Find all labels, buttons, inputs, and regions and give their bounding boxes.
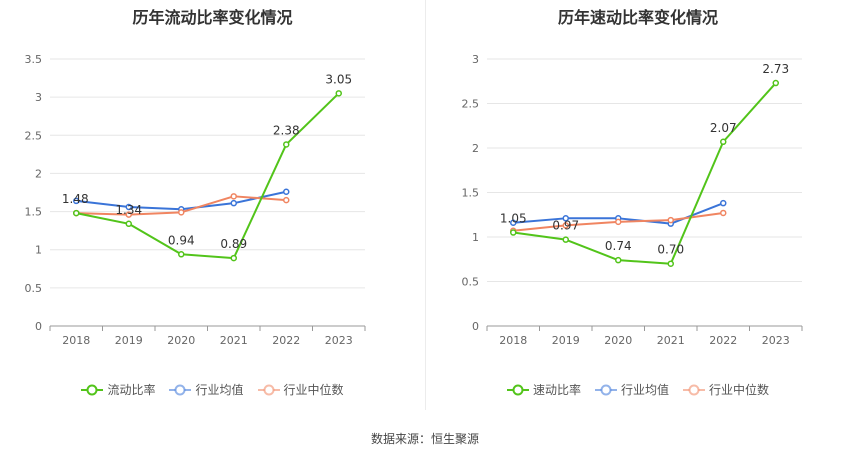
data-point-industry_median [720,209,727,217]
legend-item[interactable]: 行业中位数 [257,381,344,398]
legend-item[interactable]: 流动比率 [81,381,155,398]
legend-swatch-icon [257,384,280,395]
series-line-primary [513,82,777,265]
legend-swatch-icon [506,384,529,395]
data-point-industry_median [178,209,185,216]
data-point-industry_median [615,218,622,226]
data-label: 2.38 [273,123,300,137]
data-label: 0.89 [220,237,247,251]
x-tick-label: 2021 [657,334,685,347]
legend-label: 速动比率 [532,383,581,397]
data-point-industry_avg [230,199,237,207]
x-tick-label: 2018 [499,334,527,347]
x-tick-label: 2023 [325,334,353,347]
chart-legend: 流动比率 行业均值 行业中位数 [0,381,425,398]
data-point-industry_avg [73,197,80,205]
y-tick-label: 2 [472,142,479,155]
data-label: 3.05 [325,72,352,86]
y-tick-label: 0 [472,320,479,333]
x-tick-label: 2020 [167,334,195,347]
data-label: 1.48 [62,192,89,206]
data-point-primary [73,209,80,217]
x-tick-label: 2022 [272,334,300,347]
legend-swatch-icon [683,384,705,395]
x-tick-label: 2023 [762,334,790,347]
y-tick-label: 1.5 [462,187,480,200]
panel-divider [425,0,426,410]
data-point-industry_median [283,196,290,204]
data-point-industry_median [230,193,237,200]
data-label: 2.07 [710,121,737,135]
y-tick-label: 0.5 [462,276,480,289]
data-point-industry_avg [283,188,290,195]
y-tick-label: 0.5 [25,282,43,295]
legend-label: 行业均值 [620,383,669,397]
x-tick-label: 2021 [220,334,248,347]
data-point-primary [125,220,132,228]
data-point-industry_avg [562,215,569,222]
data-point-primary [615,256,622,264]
chart-title: 历年流动比率变化情况 [132,8,293,27]
data-point-primary [562,236,569,243]
data-point-industry_median [562,222,569,229]
chart-plot-area: 0 0.5 1 1.5 2 2.5 3 2018 2019 2020 2021 2022 2023 1.0… [462,53,803,347]
legend-label: 行业均值 [195,383,244,397]
data-point-primary [510,229,517,236]
legend-swatch-icon [81,384,104,395]
data-label: 1.34 [115,203,142,217]
data-point-industry_median [125,211,132,218]
data-point-industry_avg [510,219,517,227]
current-ratio-chart: 历年流动比率变化情况 0 0.5 1 1.5 2 2.5 3 3.5 2018 2019 2020 2… [0,0,425,410]
legend-item[interactable]: 速动比率 [506,381,581,398]
legend-swatch-icon [169,384,192,395]
y-tick-label: 1.5 [25,206,43,219]
chart-plot-area: 0 0.5 1 1.5 2 2.5 3 3.5 2018 2019 2020 2021 2022 2023… [25,53,366,347]
y-tick-label: 2 [35,167,42,180]
y-tick-label: 3.5 [25,53,43,66]
data-point-primary [335,90,342,97]
quick-ratio-chart: 历年速动比率变化情况 0 0.5 1 1.5 2 2.5 3 2018 2019 2020 2021… [426,0,850,410]
x-tick-label: 2018 [62,334,90,347]
data-label: 0.70 [657,243,684,257]
data-source: 数据来源：恒生聚源 [370,432,479,446]
y-tick-label: 0 [35,320,42,333]
legend-item[interactable]: 行业均值 [594,381,669,398]
data-point-industry_median [667,216,674,224]
x-tick-label: 2019 [115,334,143,347]
data-point-primary [178,251,185,258]
chart-title: 历年速动比率变化情况 [557,8,718,27]
data-label: 0.74 [605,239,632,253]
data-point-industry_avg [720,199,727,207]
data-point-primary [720,138,727,146]
y-tick-label: 3 [472,53,479,66]
x-tick-label: 2022 [709,334,737,347]
chart-legend: 速动比率 行业均值 行业中位数 [426,381,850,398]
data-label: 0.97 [552,219,579,233]
legend-label: 流动比率 [107,383,156,397]
data-label: 0.94 [168,233,195,247]
y-tick-label: 2.5 [462,98,480,111]
legend-label: 行业中位数 [283,383,344,397]
data-point-primary [772,79,779,87]
legend-item[interactable]: 行业均值 [169,381,244,398]
data-point-primary [230,254,237,262]
legend-swatch-icon [594,384,617,395]
x-tick-label: 2019 [552,334,580,347]
y-tick-label: 1 [35,244,42,257]
data-point-primary [667,260,674,267]
y-tick-label: 2.5 [25,129,43,142]
legend-item[interactable]: 行业中位数 [683,381,769,398]
series-line-primary [76,92,340,260]
y-tick-label: 1 [472,231,479,244]
y-tick-label: 3 [35,91,42,104]
legend-label: 行业中位数 [709,383,770,397]
x-tick-label: 2020 [604,334,632,347]
data-label: 2.73 [762,62,789,76]
data-label: 1.05 [500,212,527,226]
data-point-industry_avg [125,203,132,211]
data-point-primary [283,141,290,148]
